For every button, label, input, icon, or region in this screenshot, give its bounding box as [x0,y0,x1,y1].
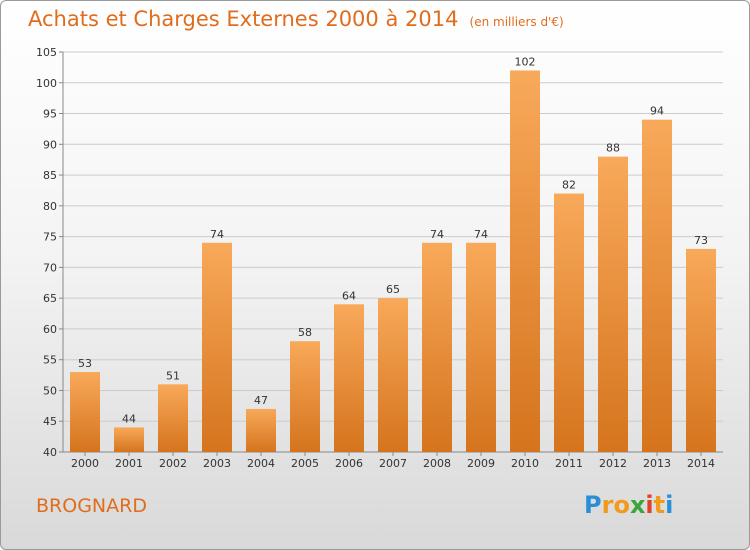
bar-2011 [554,193,584,453]
bar-2008 [422,242,452,452]
bar-2014 [686,248,716,452]
x-tick-label-2013: 2013 [643,457,671,470]
value-label-2013: 94 [650,105,664,118]
x-tick-label-2005: 2005 [291,457,319,470]
bar-2007 [378,298,408,452]
y-tick-label: 75 [43,231,57,244]
logo-letter: P [584,491,602,519]
y-tick-label: 55 [43,354,57,367]
label-layer: 53 2000 44 2001 51 2002 74 2003 47 2004 58 2005 64 20… [71,55,715,470]
y-tick-label: 100 [36,77,57,90]
y-tick-label: 105 [36,46,57,59]
value-label-2010: 102 [515,55,536,68]
x-tick-label-2010: 2010 [511,457,539,470]
value-label-2004: 47 [254,394,268,407]
y-tick-label: 40 [43,446,57,459]
bar-2009 [466,242,496,452]
y-tick-label: 60 [43,323,57,336]
y-tick-label: 70 [43,261,57,274]
bar-2000 [70,372,100,452]
value-label-2000: 53 [78,357,92,370]
value-label-2014: 73 [694,234,708,247]
y-tick-label: 80 [43,200,57,213]
bar-2006 [334,304,364,452]
y-tick-label: 45 [43,415,57,428]
title-row: Achats et Charges Externes 2000 à 2014 (… [28,7,564,31]
chart-title: Achats et Charges Externes 2000 à 2014 [28,7,459,31]
y-tick-label: 50 [43,384,57,397]
x-tick-label-2001: 2001 [115,457,143,470]
x-tick-label-2003: 2003 [203,457,231,470]
value-label-2009: 74 [474,228,488,241]
x-tick-label-2012: 2012 [599,457,627,470]
logo-letter: i [665,491,674,519]
x-tick-label-2011: 2011 [555,457,583,470]
bar-layer [70,70,716,453]
bar-2003 [202,242,232,452]
bar-2002 [158,384,188,452]
chart-subtitle: (en milliers d'€) [469,15,564,29]
value-label-2001: 44 [122,412,136,425]
logo-letter: t [653,491,666,519]
y-tick-label: 90 [43,138,57,151]
bar-2004 [246,408,276,452]
bar-2012 [598,156,628,452]
logo-letter: o [613,491,630,519]
proxiti-logo: Proxiti [584,491,673,519]
x-tick-label-2009: 2009 [467,457,495,470]
logo-letter: i [645,491,654,519]
value-label-2008: 74 [430,228,444,241]
x-tick-label-2000: 2000 [71,457,99,470]
logo-letter: x [629,491,646,519]
x-tick-label-2006: 2006 [335,457,363,470]
x-tick-label-2004: 2004 [247,457,275,470]
value-label-2005: 58 [298,326,312,339]
city-name: BROGNARD [36,495,147,517]
value-label-2002: 51 [166,369,180,382]
x-tick-label-2002: 2002 [159,457,187,470]
value-label-2007: 65 [386,283,400,296]
value-label-2006: 64 [342,289,356,302]
y-tick-label: 95 [43,108,57,121]
y-tick-label: 85 [43,169,57,182]
bar-2010 [510,70,540,452]
x-tick-label-2008: 2008 [423,457,451,470]
x-tick-label-2014: 2014 [687,457,715,470]
value-label-2012: 88 [606,142,620,155]
value-label-2011: 82 [562,179,576,192]
bar-2005 [290,341,320,452]
value-label-2003: 74 [210,228,224,241]
bar-2013 [642,119,672,452]
bar-2001 [114,427,144,452]
x-tick-label-2007: 2007 [379,457,407,470]
logo-letter: r [601,491,614,519]
y-tick-label: 65 [43,292,57,305]
